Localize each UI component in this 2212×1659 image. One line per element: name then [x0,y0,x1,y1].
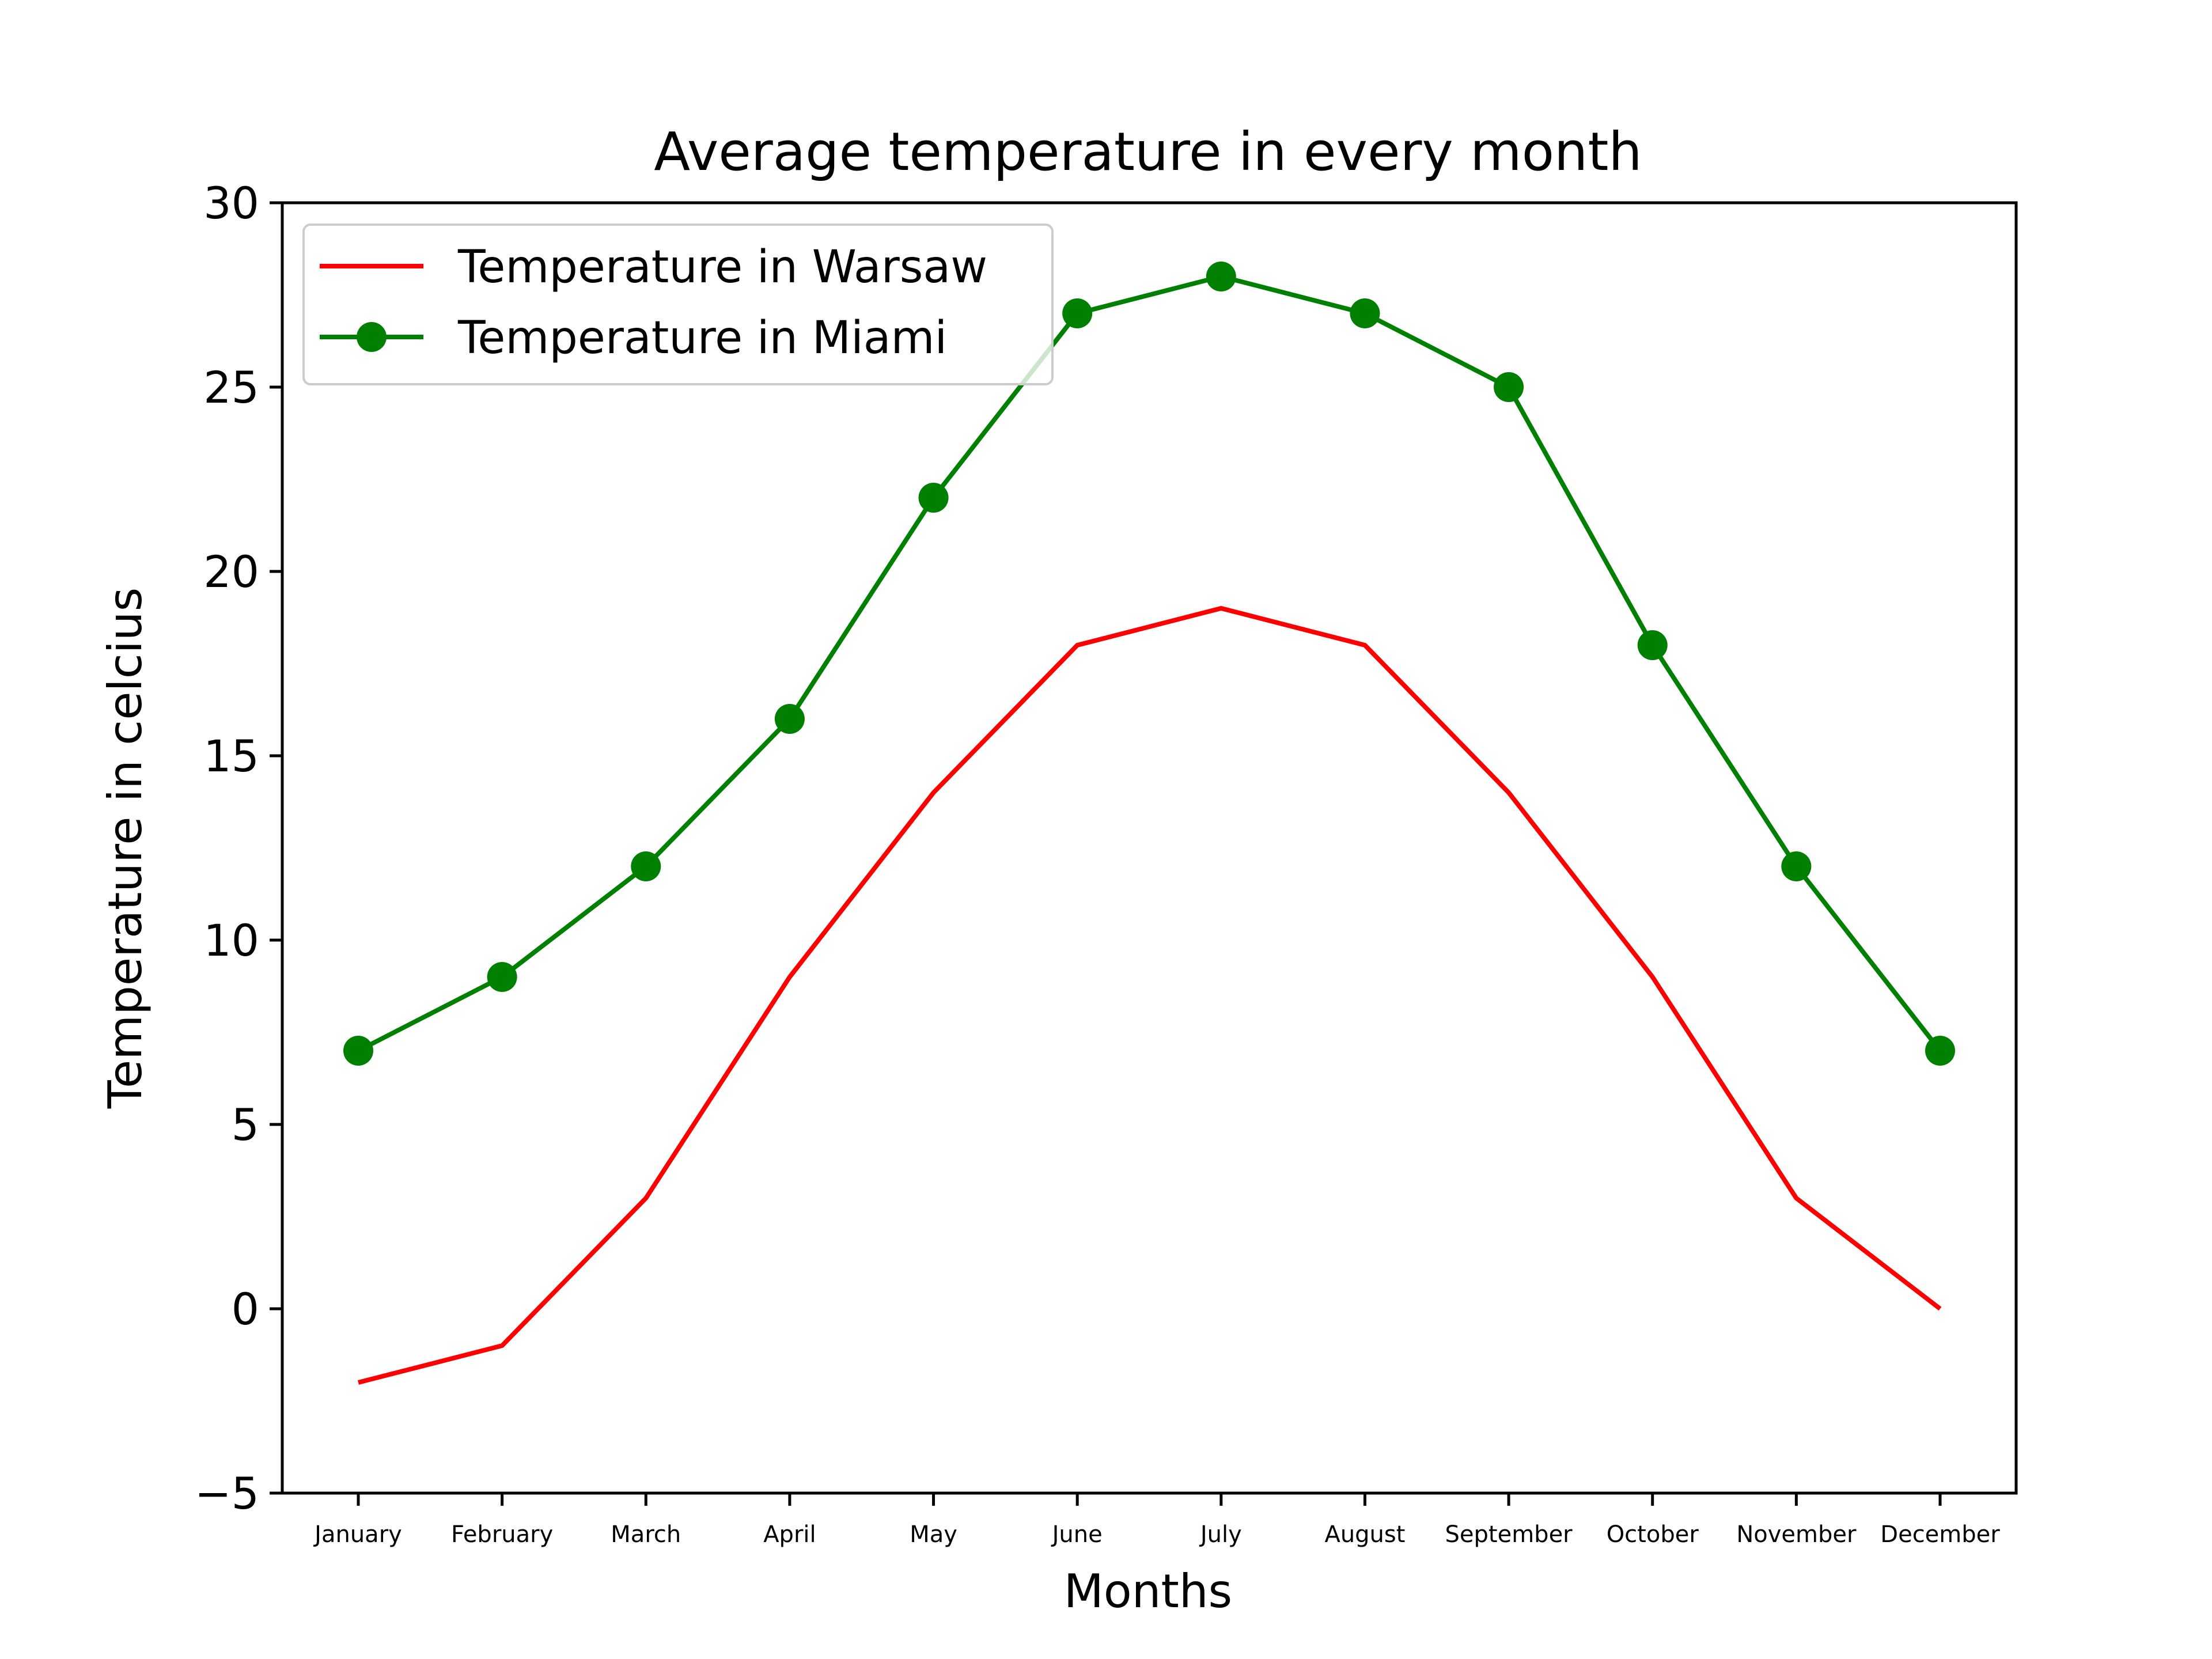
series-line-temperature-in-warsaw [358,606,1942,1385]
legend: Temperature in Warsaw Temperature in Mia… [302,224,1054,385]
data-point-temperature-in-miami [631,851,661,881]
data-point-temperature-in-miami [918,483,949,513]
y-tick-label: 10 [203,915,259,966]
x-tick-label: January [313,1521,402,1548]
x-tick-label: March [611,1521,681,1548]
y-tick-label: 15 [203,730,259,782]
legend-box [302,224,1054,385]
data-point-temperature-in-miami [1925,1036,1955,1066]
legend-label-warsaw: Temperature in Warsaw [457,241,987,293]
y-tick-label: 20 [203,546,259,597]
x-tick-label: June [1051,1521,1103,1548]
x-tick-label: November [1736,1521,1857,1548]
legend-label-miami: Temperature in Miami [457,312,947,364]
x-tick-label: July [1199,1521,1242,1548]
data-point-temperature-in-miami [1637,630,1668,660]
x-axis: January February March April May June July Augu… [313,1493,2000,1548]
y-tick-label: 0 [232,1283,259,1335]
x-tick-label: February [451,1521,553,1548]
x-tick-label: April [763,1521,816,1548]
y-tick-label: 5 [232,1099,259,1150]
data-point-temperature-in-miami [343,1036,373,1066]
legend-marker-miami [357,322,387,352]
x-tick-label: September [1445,1521,1573,1548]
plot-frame [281,201,2018,1495]
x-tick-label: May [910,1521,957,1548]
data-point-temperature-in-miami [774,704,805,734]
chart-title: Average temperature in every month [654,121,1642,183]
data-point-temperature-in-miami [1206,262,1236,291]
x-axis-label: Months [1064,1565,1232,1618]
x-tick-label: August [1324,1521,1405,1548]
data-point-temperature-in-miami [1062,298,1093,328]
y-axis: −5 0 5 10 15 20 25 30 [195,177,282,1519]
data-point-temperature-in-miami [487,962,517,992]
data-point-temperature-in-miami [1781,851,1812,881]
series-layer [343,262,1955,1385]
data-point-temperature-in-miami [1494,372,1524,402]
series-line-temperature-in-miami [357,274,1942,1053]
x-tick-label: October [1607,1521,1699,1548]
y-tick-label: −5 [195,1468,259,1519]
data-point-temperature-in-miami [1350,298,1380,328]
y-tick-label: 30 [203,177,259,229]
x-tick-label: December [1880,1521,2000,1548]
y-axis-label: Temperature in celcius [99,588,152,1109]
y-tick-label: 25 [203,362,259,413]
